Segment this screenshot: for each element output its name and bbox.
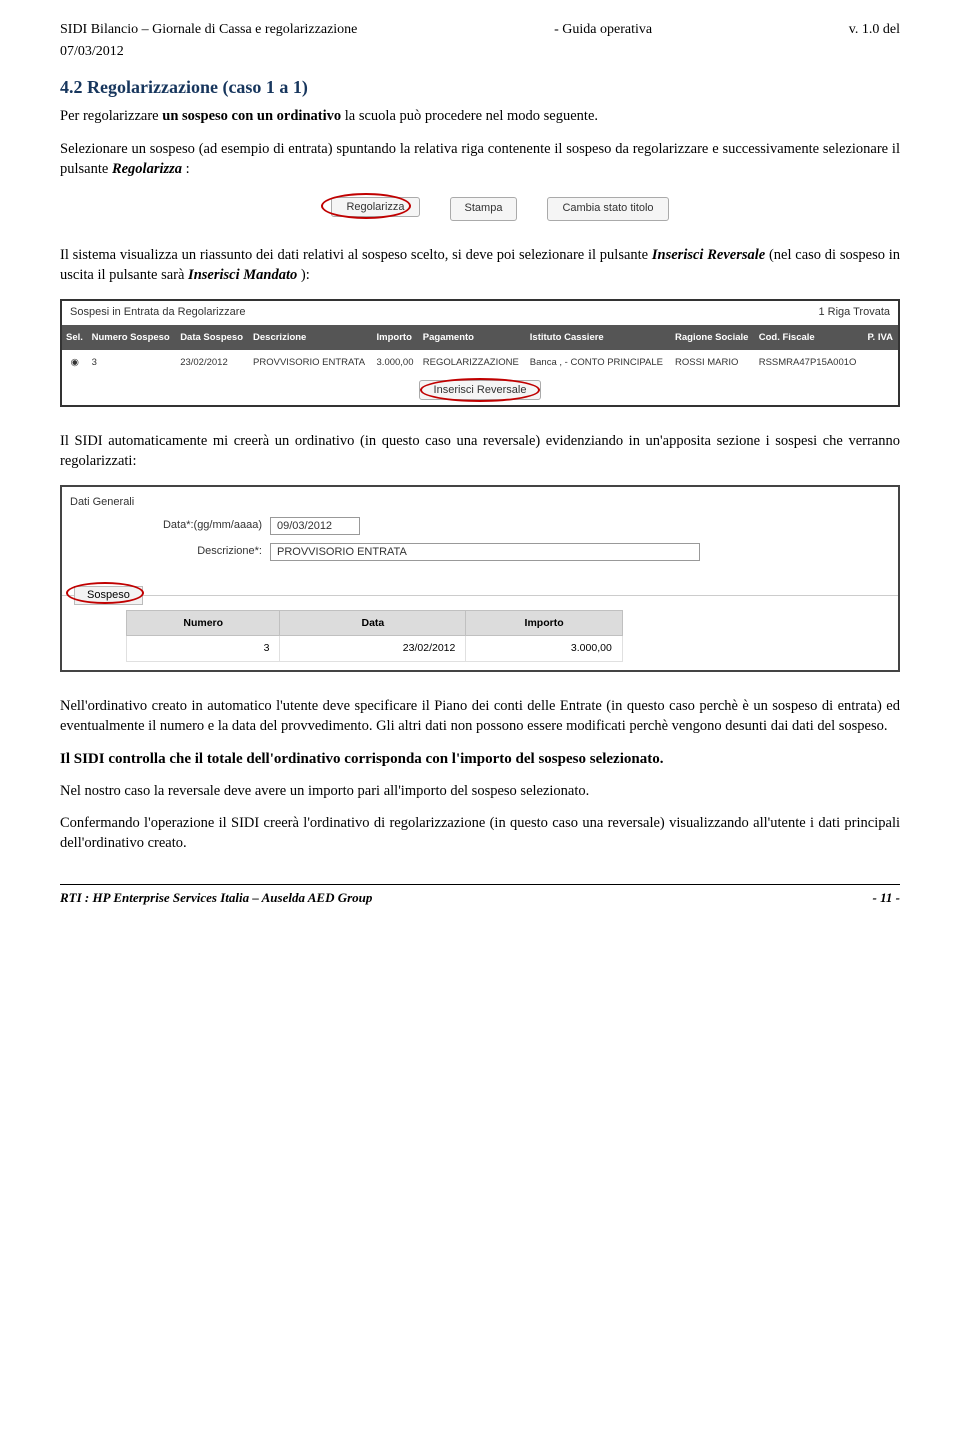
stampa-button[interactable]: Stampa — [450, 197, 518, 220]
sospeso-inner-table: Numero Data Importo 3 23/02/2012 3.000,0… — [126, 610, 623, 662]
row-data: 23/02/2012 — [176, 350, 249, 375]
inner-row: 3 23/02/2012 3.000,00 — [127, 636, 623, 662]
input-descrizione[interactable] — [270, 543, 700, 561]
para3-term1: Inserisci Reversale — [652, 247, 765, 263]
row-radio-cell[interactable]: ◉ — [62, 350, 88, 375]
para3-pre: Il sistema visualizza un riassunto dei d… — [60, 247, 652, 263]
row-codfisc: RSSMRA47P15A001O — [755, 350, 864, 375]
inner-header-row: Numero Data Importo — [127, 610, 623, 636]
page-footer: RTI : HP Enterprise Services Italia – Au… — [60, 884, 900, 907]
sospesi-table-screenshot: Sospesi in Entrata da Regolarizzare 1 Ri… — [60, 299, 900, 406]
paragraph-1: Per regolarizzare un sospeso con un ordi… — [60, 106, 900, 126]
th-piva: P. IVA — [863, 325, 898, 350]
footer-left: RTI : HP Enterprise Services Italia – Au… — [60, 889, 372, 907]
row-numero: 3 — [88, 350, 177, 375]
inner-th-importo: Importo — [466, 610, 622, 636]
th-codfisc: Cod. Fiscale — [755, 325, 864, 350]
paragraph-2: Selezionare un sospeso (ad esempio di en… — [60, 139, 900, 180]
th-numero: Numero Sospeso — [88, 325, 177, 350]
th-importo: Importo — [373, 325, 419, 350]
row-importo: 3.000,00 — [373, 350, 419, 375]
para2-post: : — [186, 161, 190, 177]
inner-numero: 3 — [127, 636, 280, 662]
sospeso-section: Sospeso Numero Data Importo 3 23/02/2012… — [62, 595, 898, 670]
sospeso-badge: Sospeso — [74, 586, 143, 605]
inner-importo: 3.000,00 — [466, 636, 622, 662]
row-piva — [863, 350, 898, 375]
paragraph-8: Confermando l'operazione il SIDI creerà … — [60, 813, 900, 854]
sospesi-table: Sel. Numero Sospeso Data Sospeso Descriz… — [62, 325, 898, 376]
th-data: Data Sospeso — [176, 325, 249, 350]
th-pagamento: Pagamento — [419, 325, 526, 350]
header-center: - Guida operativa — [554, 20, 652, 40]
para3-term2: Inserisci Mandato — [188, 267, 297, 283]
dati-generali-label: Dati Generali — [62, 493, 898, 512]
th-sel: Sel. — [62, 325, 88, 350]
table-title-right: 1 Riga Trovata — [818, 305, 890, 320]
inner-th-data: Data — [280, 610, 466, 636]
para1-text: Per regolarizzare — [60, 108, 162, 124]
header-right: v. 1.0 del — [849, 20, 900, 40]
th-descrizione: Descrizione — [249, 325, 373, 350]
regolarizza-wrapper: Regolarizza — [331, 197, 419, 220]
table-header-row: Sel. Numero Sospeso Data Sospeso Descriz… — [62, 325, 898, 350]
paragraph-3: Il sistema visualizza un riassunto dei d… — [60, 245, 900, 286]
input-data[interactable] — [270, 517, 360, 535]
footer-page-number: - 11 - — [873, 889, 900, 907]
row-istituto: Banca , - CONTO PRINCIPALE — [526, 350, 671, 375]
row-descrizione: PROVVISORIO ENTRATA — [249, 350, 373, 375]
para1-post: la scuola può procedere nel modo seguent… — [345, 108, 598, 124]
paragraph-7: Nel nostro caso la reversale deve avere … — [60, 781, 900, 801]
button-row-screenshot: Regolarizza Stampa Cambia stato titolo — [60, 197, 900, 220]
label-data: Data*:(gg/mm/aaaa) — [70, 518, 270, 533]
section-title: 4.2 Regolarizzazione (caso 1 a 1) — [60, 75, 900, 100]
paragraph-6-strong: Il SIDI controlla che il totale dell'ord… — [60, 749, 900, 769]
table-row: ◉ 3 23/02/2012 PROVVISORIO ENTRATA 3.000… — [62, 350, 898, 375]
inserisci-reversale-button[interactable]: Inserisci Reversale — [419, 380, 542, 400]
row-pagamento: REGOLARIZZAZIONE — [419, 350, 526, 375]
regolarizza-button[interactable]: Regolarizza — [331, 197, 419, 217]
row-ragione: ROSSI MARIO — [671, 350, 755, 375]
inner-data: 23/02/2012 — [280, 636, 466, 662]
table-title-left: Sospesi in Entrata da Regolarizzare — [70, 305, 245, 320]
table-title-bar: Sospesi in Entrata da Regolarizzare 1 Ri… — [62, 301, 898, 324]
th-ragione: Ragione Sociale — [671, 325, 755, 350]
form-screenshot: Dati Generali Data*:(gg/mm/aaaa) Descriz… — [60, 485, 900, 672]
para2-term: Regolarizza — [112, 161, 182, 177]
doc-header: SIDI Bilancio – Giornale di Cassa e rego… — [60, 20, 900, 40]
inserisci-button-row: Inserisci Reversale — [62, 375, 898, 404]
para1-bold: un sospeso con un ordinativo — [162, 108, 341, 124]
form-row-descrizione: Descrizione*: — [62, 539, 898, 565]
cambia-stato-button[interactable]: Cambia stato titolo — [547, 197, 668, 220]
label-descrizione: Descrizione*: — [70, 544, 270, 559]
paragraph-5: Nell'ordinativo creato in automatico l'u… — [60, 696, 900, 737]
inner-th-numero: Numero — [127, 610, 280, 636]
header-date: 07/03/2012 — [60, 42, 900, 62]
th-istituto: Istituto Cassiere — [526, 325, 671, 350]
header-left: SIDI Bilancio – Giornale di Cassa e rego… — [60, 20, 357, 40]
form-row-data: Data*:(gg/mm/aaaa) — [62, 513, 898, 539]
para3-post: ): — [301, 267, 310, 283]
paragraph-4: Il SIDI automaticamente mi creerà un ord… — [60, 431, 900, 472]
